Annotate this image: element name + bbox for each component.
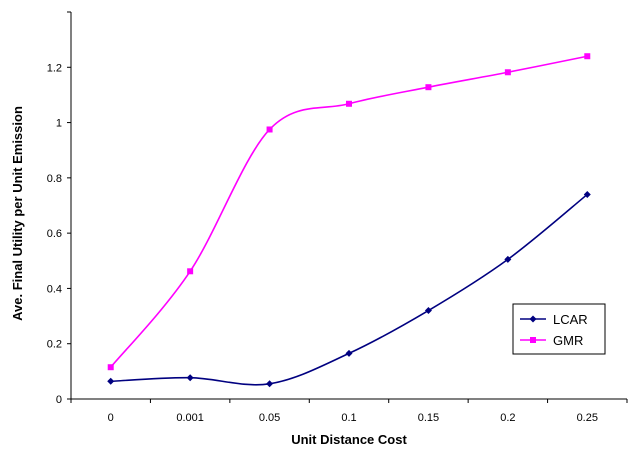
- series-gmr-point: [425, 84, 432, 91]
- legend-marker-gmr: [530, 337, 536, 343]
- x-tick-label: 0.2: [500, 412, 515, 424]
- x-axis-ticks: 0 0.001 0.05 0.1 0.15 0.2 0.25: [70, 399, 628, 424]
- legend-item-gmr: GMR: [520, 333, 583, 348]
- legend-items: LCAR GMR: [520, 312, 588, 348]
- y-tick-label: 0.8: [47, 173, 62, 185]
- legend-box: [512, 303, 606, 355]
- x-tick-label: 0.1: [341, 412, 356, 424]
- series-gmr: [107, 53, 591, 371]
- series-lcar-point: [107, 377, 115, 385]
- series-lcar-point: [345, 349, 353, 357]
- series-lcar-point: [424, 307, 432, 315]
- series-lcar-point: [504, 255, 512, 263]
- y-tick-label: 0: [56, 394, 62, 406]
- x-tick-label: 0.25: [577, 412, 598, 424]
- y-tick-label: 0.4: [47, 283, 62, 295]
- series-lcar-point: [583, 190, 591, 198]
- x-tick-label: 0.05: [259, 412, 280, 424]
- series-gmr-point: [107, 364, 114, 371]
- y-axis-title: Ave. Final Utility per Unit Emission: [10, 106, 25, 321]
- series-lcar: [107, 190, 591, 388]
- series-gmr-point: [266, 126, 273, 133]
- series-gmr-point: [346, 100, 352, 107]
- y-tick-label: 1.2: [47, 62, 62, 74]
- legend-label-lcar: LCAR: [553, 312, 588, 327]
- x-axis-title: Unit Distance Cost: [291, 432, 407, 447]
- x-tick-label: 0.001: [176, 412, 204, 424]
- legend-label-gmr: GMR: [553, 333, 583, 348]
- legend-marker-lcar: [529, 315, 537, 323]
- y-tick-label: 0.2: [47, 339, 62, 351]
- series-gmr-point: [504, 69, 511, 76]
- series-gmr-point: [187, 268, 194, 275]
- legend-item-lcar: LCAR: [520, 312, 588, 327]
- y-tick-label: 1: [56, 118, 62, 130]
- y-tick-label: 0.6: [47, 228, 62, 240]
- x-tick-label: 0: [108, 412, 114, 424]
- series-lcar-point: [266, 380, 274, 388]
- series-lcar-point: [186, 374, 194, 382]
- series-gmr-point: [584, 53, 591, 60]
- series-layer: [107, 53, 591, 388]
- y-axis-ticks: 0 0.2 0.4 0.6 0.8 1 1.2: [47, 11, 71, 406]
- x-tick-label: 0.15: [418, 412, 439, 424]
- legend: LCAR GMR: [512, 303, 606, 355]
